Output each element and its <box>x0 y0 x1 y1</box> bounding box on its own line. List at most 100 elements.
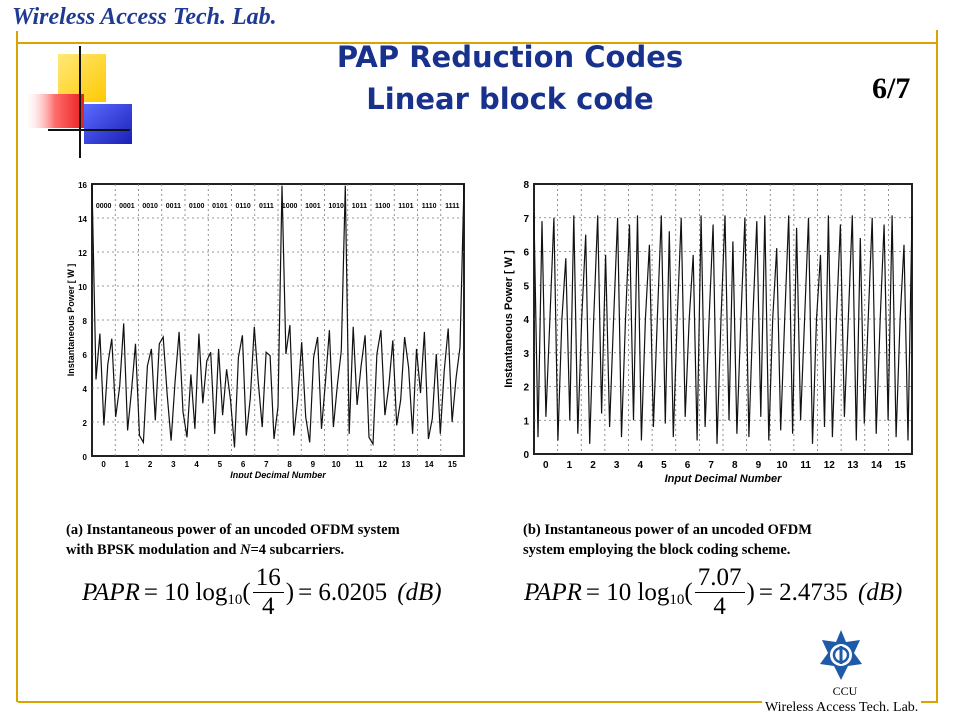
x-tick-label: 7 <box>264 460 269 469</box>
title-line-2: Linear block code <box>366 82 654 116</box>
x-tick-label: 4 <box>638 460 644 471</box>
x-tick-label: 10 <box>332 460 341 469</box>
x-tick-label: 6 <box>241 460 246 469</box>
x-tick-label: 11 <box>355 460 364 469</box>
y-tick-label: 14 <box>78 215 87 224</box>
blue-square <box>84 104 132 144</box>
footer-lab-name: Wireless Access Tech. Lab. <box>762 700 922 716</box>
x-tick-label: 14 <box>425 460 434 469</box>
caption-b: (b) Instantaneous power of an uncoded OF… <box>523 520 923 560</box>
x-tick-label: 1 <box>567 460 573 471</box>
formula-b-denominator: 4 <box>713 593 726 620</box>
x-tick-label: 12 <box>378 460 387 469</box>
x-tick-label: 13 <box>847 460 859 471</box>
frame-left-line <box>16 30 18 702</box>
x-tick-label: 15 <box>448 460 457 469</box>
codeword-label: 1011 <box>352 203 367 210</box>
red-bar <box>26 94 84 128</box>
x-tick-label: 2 <box>590 460 596 471</box>
formula-b-result: = 2.4735 <box>758 578 848 606</box>
y-tick-label: 2 <box>523 383 529 394</box>
page-number: 6/7 <box>872 72 911 105</box>
y-tick-label: 0 <box>523 450 529 461</box>
codeword-label: 0001 <box>119 203 135 210</box>
codeword-label: 0000 <box>96 203 112 210</box>
series-line <box>91 183 465 448</box>
formula-a-eq: = 10 log <box>143 578 228 606</box>
caption-a-line-2-start: with BPSK modulation and <box>66 542 241 558</box>
codeword-label: 1101 <box>398 203 413 210</box>
y-tick-label: 4 <box>83 385 88 394</box>
formula-a-lhs: PAPR <box>82 578 140 606</box>
y-tick-label: 2 <box>83 419 88 428</box>
x-tick-label: 5 <box>661 460 667 471</box>
slide-title: PAP Reduction Codes Linear block code <box>290 36 730 120</box>
formula-a-numerator: 16 <box>252 564 284 593</box>
y-tick-label: 3 <box>523 349 529 360</box>
formula-a: PAPR = 10 log 10 ( 16 4 ) = 6.0205 (dB) <box>82 564 442 621</box>
x-tick-label: 7 <box>708 460 714 471</box>
x-tick-label: 0 <box>101 460 106 469</box>
formula-b-lhs: PAPR <box>524 578 582 606</box>
y-tick-label: 5 <box>523 281 529 292</box>
caption-b-line-1: (b) Instantaneous power of an uncoded OF… <box>523 522 812 538</box>
x-tick-label: 5 <box>218 460 223 469</box>
x-tick-label: 14 <box>871 460 883 471</box>
lab-name-header: Wireless Access Tech. Lab. <box>8 4 281 31</box>
x-tick-label: 6 <box>685 460 691 471</box>
x-tick-label: 12 <box>824 460 836 471</box>
y-tick-label: 6 <box>523 248 529 259</box>
frame-top-line <box>18 42 938 44</box>
codeword-label: 1110 <box>422 203 437 210</box>
formula-a-paren-open: ( <box>242 578 251 606</box>
x-tick-label: 8 <box>732 460 738 471</box>
codeword-label: 0011 <box>166 203 181 210</box>
codeword-label: 0100 <box>189 203 205 210</box>
frame-bottom-line <box>18 701 938 703</box>
caption-a: (a) Instantaneous power of an uncoded OF… <box>66 520 506 560</box>
y-tick-label: 4 <box>523 315 529 326</box>
y-tick-label: 12 <box>78 249 87 258</box>
formula-b-unit: (dB) <box>857 578 903 606</box>
series-line <box>533 215 913 444</box>
y-tick-label: 6 <box>83 351 88 360</box>
x-tick-label: 13 <box>401 460 410 469</box>
y-tick-label: 7 <box>523 214 529 225</box>
y-axis-label: Instantaneous Power [ W ] <box>503 250 515 388</box>
codeword-label: 0010 <box>142 203 158 210</box>
decorative-squares <box>26 46 132 158</box>
codeword-label: 1010 <box>328 203 344 210</box>
formula-b-fraction: 7.07 4 <box>694 564 745 621</box>
formula-a-result: = 6.0205 <box>298 578 388 606</box>
x-tick-label: 15 <box>895 460 907 471</box>
x-tick-label: 8 <box>287 460 292 469</box>
formula-b-paren-close: ) <box>746 578 755 606</box>
codeword-label: 0111 <box>259 203 274 210</box>
formula-a-fraction: 16 4 <box>252 564 284 621</box>
x-tick-label: 3 <box>614 460 620 471</box>
ccu-logo-icon <box>820 630 862 680</box>
caption-a-line-2: with BPSK modulation and N=4 subcarriers… <box>66 540 506 560</box>
ccu-logo-label: CCU <box>832 684 858 698</box>
x-tick-label: 10 <box>777 460 789 471</box>
x-tick-label: 0 <box>543 460 549 471</box>
caption-a-line-1: (a) Instantaneous power of an uncoded OF… <box>66 522 400 538</box>
caption-a-variable: N <box>240 542 251 558</box>
codeword-label: 1000 <box>282 203 298 210</box>
codeword-label: 1001 <box>305 203 321 210</box>
formula-b-paren-open: ( <box>684 578 693 606</box>
formula-a-paren-close: ) <box>285 578 295 606</box>
x-tick-label: 9 <box>311 460 316 469</box>
x-tick-label: 4 <box>194 460 199 469</box>
x-tick-label: 2 <box>148 460 153 469</box>
frame-right-line <box>936 30 938 702</box>
caption-a-line-2-end: =4 subcarriers. <box>250 542 345 558</box>
formula-a-denominator: 4 <box>262 593 275 620</box>
formula-a-unit: (dB) <box>397 578 442 606</box>
codeword-label: 1100 <box>375 203 390 210</box>
x-axis-label: Input Decimal Number <box>665 473 782 485</box>
formula-b-numerator: 7.07 <box>694 564 745 593</box>
x-tick-label: 11 <box>800 460 811 471</box>
y-tick-label: 0 <box>83 453 88 462</box>
